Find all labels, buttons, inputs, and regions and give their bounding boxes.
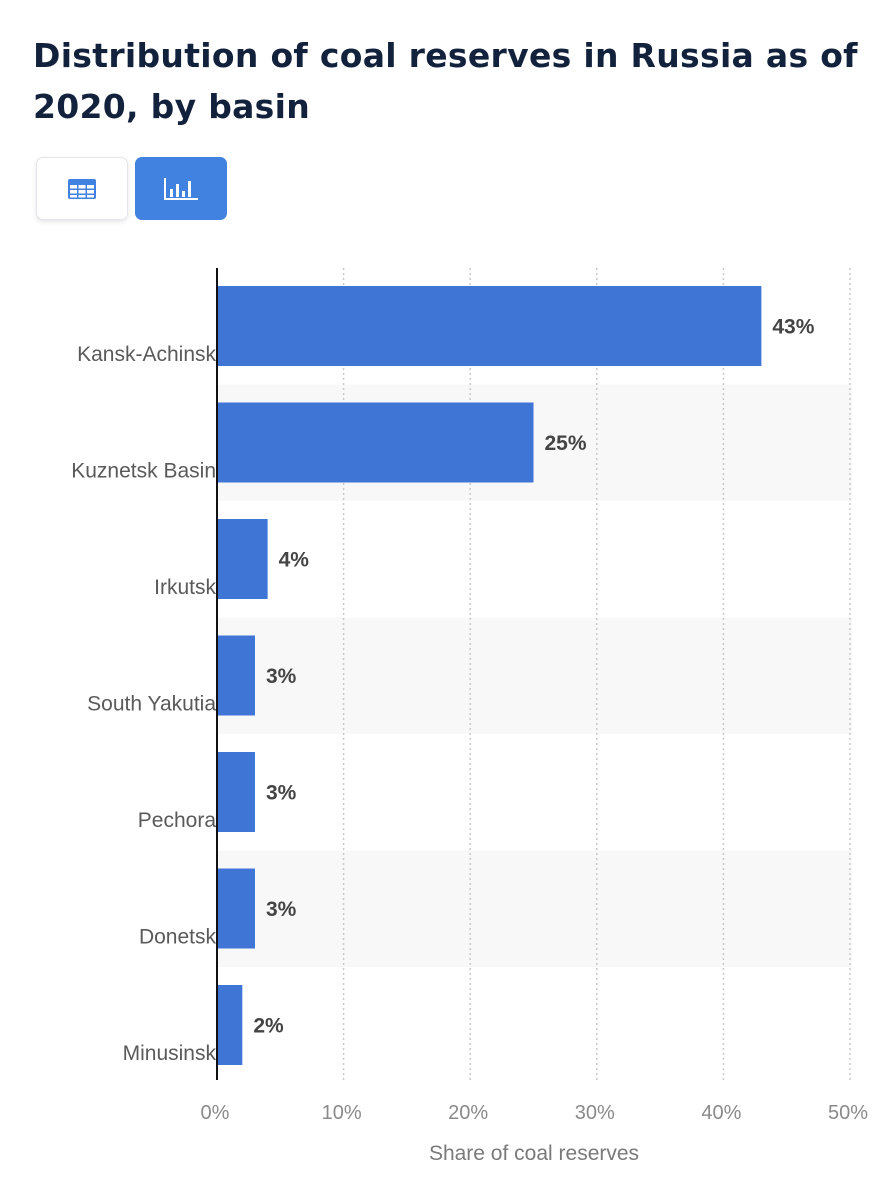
bar — [217, 868, 255, 949]
x-tick-label: 0% — [201, 1102, 230, 1124]
x-tick-label: 50% — [828, 1102, 868, 1124]
category-label: Pechora — [138, 809, 217, 832]
x-tick-label: 30% — [575, 1102, 615, 1124]
bar — [217, 635, 255, 716]
row-band — [217, 850, 852, 967]
bar — [217, 519, 268, 599]
category-label: Minusinsk — [123, 1042, 217, 1065]
data-label: 2% — [253, 1015, 284, 1038]
x-tick-label: 40% — [701, 1102, 741, 1124]
data-label: 4% — [279, 549, 310, 572]
data-label: 3% — [266, 665, 297, 688]
data-label: 25% — [545, 432, 587, 455]
category-label: South Yakutia — [87, 693, 216, 716]
row-band — [217, 617, 852, 734]
category-label: Irkutsk — [154, 576, 216, 599]
category-label: Donetsk — [139, 926, 217, 949]
bar — [217, 752, 255, 832]
data-label: 3% — [266, 782, 297, 805]
category-label: Kansk-Achinsk — [77, 343, 216, 366]
table-grid-icon — [67, 178, 97, 200]
bar-chart-icon — [163, 176, 199, 202]
data-label: 3% — [266, 898, 297, 921]
bar — [217, 985, 243, 1065]
table-view-button[interactable] — [36, 157, 128, 220]
chart-title: Distribution of coal reserves in Russia … — [33, 36, 858, 126]
x-tick-label: 10% — [322, 1102, 362, 1124]
bar — [217, 402, 534, 483]
x-tick-label: 20% — [448, 1102, 488, 1124]
data-label: 43% — [772, 316, 814, 339]
bar — [217, 286, 762, 366]
category-label: Kuznetsk Basin — [71, 460, 216, 483]
chart-view-button[interactable] — [135, 157, 227, 220]
x-axis-title: Share of coal reserves — [429, 1142, 639, 1165]
